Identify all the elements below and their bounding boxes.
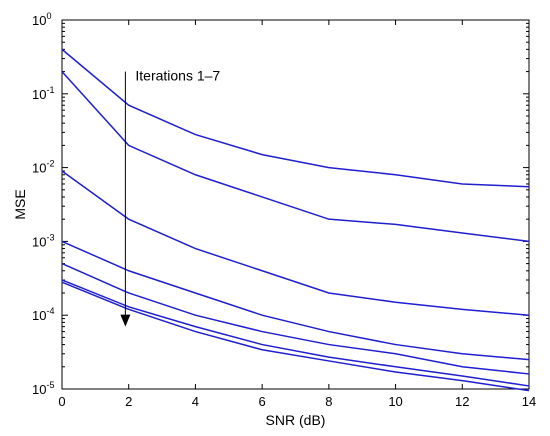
iterations-annotation: Iterations 1–7 [120,68,220,327]
y-tick-exponent: -1 [46,85,54,95]
y-tick-label: 10-2 [32,159,54,176]
series-line-5 [61,262,530,375]
iterations-label: Iterations 1–7 [135,68,220,84]
series-line-6 [61,279,530,387]
y-tick-label: 10-5 [32,380,54,397]
y-tick-exponent: -5 [46,380,54,390]
x-axis-label: SNR (dB) [266,412,326,428]
y-tick-exponent: -4 [46,306,54,316]
y-tick-base: 10 [32,382,46,397]
x-axis-ticks: 0 2 4 6 8 10 12 14 [58,20,536,409]
y-tick-base: 10 [32,308,46,323]
x-tick-label: 2 [125,394,132,409]
x-tick-label: 6 [259,394,266,409]
series-line-3 [61,170,530,316]
arrow-head-icon [120,314,131,327]
y-tick-exponent: -3 [46,232,54,242]
y-tick-base: 10 [32,87,46,102]
x-tick-label: 8 [325,394,332,409]
series-line-4 [61,240,530,361]
x-tick-label: 4 [192,394,199,409]
series-line-7 [61,281,530,392]
y-tick-label: 100 [32,11,51,28]
x-tick-label: 10 [388,394,402,409]
y-tick-label: 10-4 [32,306,54,323]
y-tick-base: 10 [32,161,46,176]
y-tick-exponent: 0 [46,11,51,21]
y-tick-label: 10-3 [32,232,54,249]
series-line-2 [61,71,530,243]
y-tick-label: 10-1 [32,85,54,102]
series-line-1 [61,48,530,188]
y-axis-label: MSE [12,189,28,219]
y-tick-base: 10 [32,234,46,249]
plot-area [61,19,530,390]
series-lines [61,48,530,392]
y-tick-base: 10 [32,13,46,28]
x-tick-label: 12 [455,394,469,409]
x-tick-label: 0 [58,394,65,409]
y-tick-exponent: -2 [46,159,54,169]
x-tick-label: 14 [522,394,536,409]
